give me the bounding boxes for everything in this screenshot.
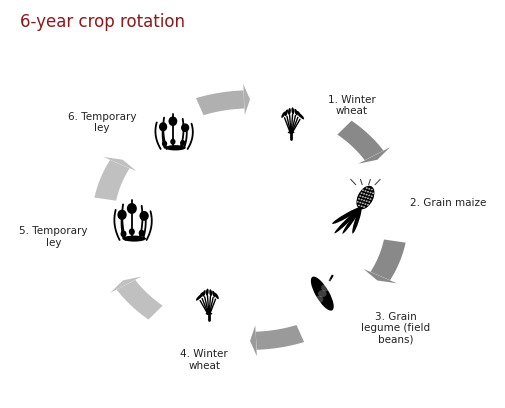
Polygon shape	[103, 157, 136, 171]
Ellipse shape	[170, 139, 175, 145]
Text: 5. Temporary
ley: 5. Temporary ley	[19, 226, 87, 248]
Ellipse shape	[180, 140, 185, 146]
Ellipse shape	[356, 186, 374, 209]
Polygon shape	[195, 91, 244, 115]
Ellipse shape	[351, 207, 361, 233]
Polygon shape	[337, 121, 383, 160]
Ellipse shape	[324, 279, 332, 286]
Ellipse shape	[357, 204, 360, 206]
Ellipse shape	[334, 207, 361, 233]
Ellipse shape	[364, 190, 366, 192]
Ellipse shape	[370, 189, 372, 191]
Ellipse shape	[202, 290, 206, 297]
Ellipse shape	[368, 195, 370, 196]
Ellipse shape	[294, 109, 297, 115]
Ellipse shape	[317, 290, 326, 297]
Ellipse shape	[120, 231, 126, 237]
Text: 1. Winter
wheat: 1. Winter wheat	[327, 95, 375, 116]
Ellipse shape	[360, 205, 362, 207]
Ellipse shape	[368, 188, 370, 190]
Text: 6. Temporary
ley: 6. Temporary ley	[68, 112, 136, 133]
Ellipse shape	[365, 194, 367, 195]
Ellipse shape	[165, 145, 185, 151]
Ellipse shape	[356, 201, 358, 203]
Ellipse shape	[361, 189, 363, 191]
Ellipse shape	[195, 295, 201, 301]
Ellipse shape	[359, 202, 361, 204]
Ellipse shape	[168, 116, 177, 126]
Ellipse shape	[214, 293, 218, 299]
Ellipse shape	[205, 313, 212, 315]
Ellipse shape	[360, 199, 362, 200]
Ellipse shape	[363, 200, 365, 201]
Ellipse shape	[358, 198, 360, 200]
Ellipse shape	[371, 193, 373, 194]
Ellipse shape	[360, 192, 362, 194]
Ellipse shape	[359, 195, 361, 197]
Ellipse shape	[321, 284, 329, 291]
Ellipse shape	[364, 203, 366, 205]
Polygon shape	[249, 325, 257, 356]
Ellipse shape	[296, 111, 300, 117]
Ellipse shape	[129, 228, 134, 235]
Ellipse shape	[291, 107, 293, 114]
Polygon shape	[363, 269, 396, 283]
Ellipse shape	[370, 195, 372, 197]
Text: 6-year crop rotation: 6-year crop rotation	[20, 13, 184, 31]
Ellipse shape	[298, 113, 304, 120]
Ellipse shape	[366, 197, 368, 199]
Text: 2. Grain maize: 2. Grain maize	[409, 198, 485, 208]
Polygon shape	[117, 280, 162, 319]
Ellipse shape	[287, 131, 294, 133]
Text: 4. Winter
wheat: 4. Winter wheat	[180, 349, 228, 370]
Polygon shape	[370, 239, 405, 280]
Ellipse shape	[122, 235, 145, 242]
Ellipse shape	[127, 203, 136, 214]
Ellipse shape	[162, 141, 167, 147]
Polygon shape	[358, 147, 389, 164]
Text: 3. Grain
legume (field
beans): 3. Grain legume (field beans)	[361, 312, 430, 345]
Ellipse shape	[364, 197, 366, 198]
Ellipse shape	[287, 108, 290, 115]
Ellipse shape	[198, 292, 203, 299]
Ellipse shape	[206, 288, 208, 295]
Ellipse shape	[159, 122, 167, 131]
Ellipse shape	[366, 191, 368, 193]
Ellipse shape	[332, 207, 361, 224]
Ellipse shape	[284, 109, 287, 116]
Polygon shape	[255, 325, 304, 350]
Ellipse shape	[368, 201, 370, 203]
Ellipse shape	[361, 202, 363, 204]
Ellipse shape	[365, 187, 367, 189]
Polygon shape	[94, 160, 129, 201]
Ellipse shape	[361, 196, 363, 197]
Ellipse shape	[369, 198, 371, 200]
Ellipse shape	[138, 230, 144, 237]
Ellipse shape	[209, 289, 212, 296]
Ellipse shape	[212, 290, 215, 297]
Ellipse shape	[314, 296, 323, 303]
Polygon shape	[110, 277, 141, 293]
Ellipse shape	[139, 211, 148, 221]
Polygon shape	[243, 84, 249, 115]
Ellipse shape	[365, 200, 367, 202]
Ellipse shape	[281, 111, 285, 118]
Ellipse shape	[310, 277, 333, 310]
Ellipse shape	[311, 302, 319, 309]
Ellipse shape	[366, 204, 368, 206]
Ellipse shape	[117, 210, 126, 220]
Ellipse shape	[363, 206, 365, 208]
Ellipse shape	[342, 207, 361, 234]
Ellipse shape	[369, 192, 371, 193]
Ellipse shape	[363, 193, 365, 195]
Ellipse shape	[181, 123, 189, 132]
